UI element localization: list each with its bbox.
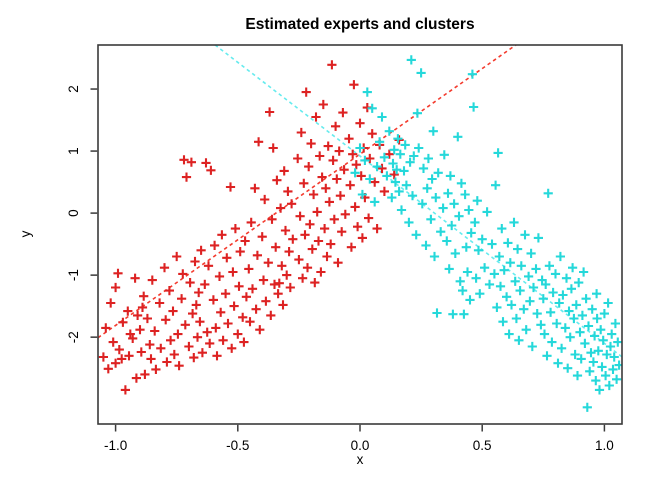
plot-border: [97, 44, 623, 425]
scatter-markers: [98, 55, 622, 412]
y-axis-label: y: [18, 230, 33, 237]
x-tick-label: 0.5: [473, 438, 492, 453]
expert-1-fit-line: [98, 45, 518, 339]
chart-title: Estimated experts and clusters: [245, 16, 474, 33]
y-tick-label: 0: [66, 209, 81, 217]
x-axis-label: x: [357, 452, 364, 467]
y-tick-label: -1: [66, 269, 81, 281]
cluster-1-points: [98, 60, 404, 395]
y-tick-label: 1: [66, 147, 81, 155]
cluster-2-points: [350, 55, 622, 412]
x-tick-label: 1.0: [595, 438, 614, 453]
x-tick-label: -1.0: [104, 438, 127, 453]
y-tick-label: 2: [66, 85, 81, 93]
x-tick-label: 0.0: [351, 438, 370, 453]
expert-2-fit-line: [213, 45, 622, 358]
y-axis-ticks: -2 -1 0 1 2: [66, 85, 98, 343]
x-tick-label: -0.5: [226, 438, 249, 453]
expert-fit-lines: [98, 45, 622, 358]
y-tick-label: -2: [66, 331, 81, 343]
x-axis-ticks: -1.0 -0.5 0.0 0.5 1.0: [104, 424, 614, 453]
